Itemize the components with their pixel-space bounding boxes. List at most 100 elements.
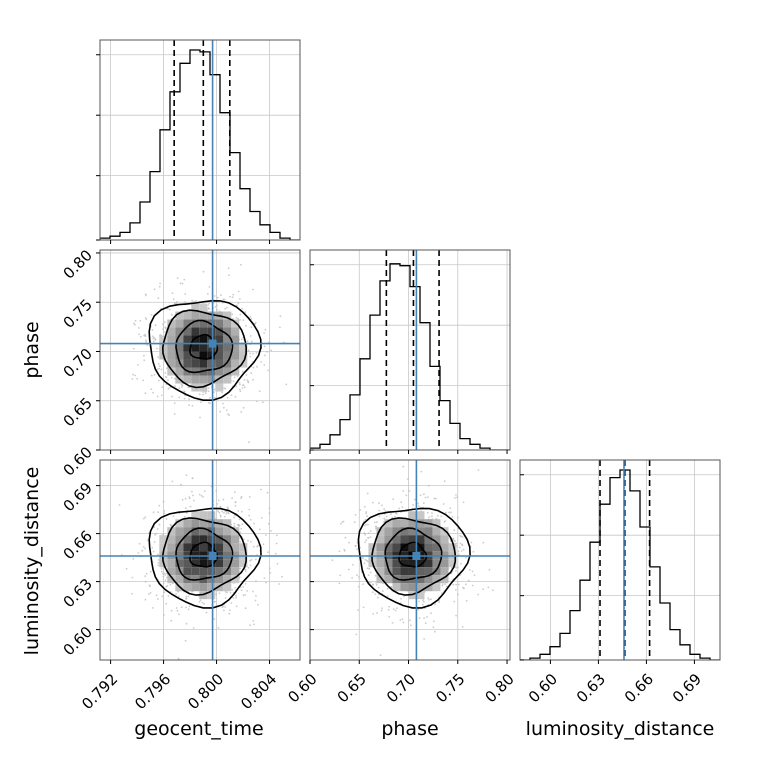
scatter-point bbox=[285, 383, 288, 386]
scatter-point bbox=[167, 595, 170, 597]
density-cell bbox=[400, 583, 409, 592]
density-cell bbox=[239, 359, 248, 368]
scatter-point bbox=[136, 377, 139, 380]
scatter-point bbox=[465, 556, 467, 559]
scatter-point bbox=[218, 592, 221, 595]
scatter-point bbox=[232, 596, 235, 599]
density-cell bbox=[392, 567, 401, 576]
scatter-point bbox=[143, 359, 146, 362]
scatter-point bbox=[487, 586, 490, 589]
scatter-point bbox=[263, 577, 266, 579]
scatter-point bbox=[395, 512, 398, 515]
scatter-point bbox=[189, 505, 192, 508]
scatter-point bbox=[434, 630, 436, 633]
scatter-point bbox=[262, 401, 264, 404]
scatter-point bbox=[372, 583, 375, 586]
xlabel-luminosity-distance: luminosity_distance bbox=[526, 718, 715, 740]
density-cell bbox=[199, 519, 208, 528]
scatter-point bbox=[238, 382, 241, 384]
scatter-point bbox=[381, 607, 383, 610]
scatter-point bbox=[424, 496, 427, 499]
density-cell bbox=[167, 527, 176, 536]
scatter-point bbox=[455, 614, 457, 617]
scatter-point bbox=[369, 530, 372, 532]
scatter-point bbox=[177, 657, 180, 660]
density-cell bbox=[183, 335, 192, 344]
density-cell bbox=[215, 383, 224, 392]
scatter-point bbox=[228, 612, 231, 615]
scatter-point bbox=[242, 319, 245, 321]
density-cell bbox=[183, 375, 192, 384]
scatter-point bbox=[207, 304, 210, 306]
scatter-point bbox=[209, 396, 211, 399]
scatter-point bbox=[430, 598, 432, 601]
density-cell bbox=[207, 327, 216, 336]
scatter-point bbox=[419, 494, 422, 497]
scatter-point bbox=[163, 572, 166, 575]
density-cell bbox=[416, 583, 425, 592]
scatter-point bbox=[172, 515, 175, 518]
density-cell bbox=[223, 543, 232, 552]
density-cell bbox=[207, 575, 216, 584]
density-cell bbox=[231, 567, 240, 576]
density-cell bbox=[191, 343, 200, 352]
scatter-point bbox=[206, 293, 209, 295]
density-cell bbox=[215, 583, 224, 592]
scatter-point bbox=[248, 496, 251, 498]
scatter-point bbox=[156, 368, 159, 371]
scatter-point bbox=[386, 587, 389, 590]
scatter-point bbox=[364, 541, 366, 544]
scatter-point bbox=[184, 293, 187, 295]
scatter-point bbox=[156, 528, 159, 530]
scatter-point bbox=[247, 566, 250, 569]
scatter-point bbox=[233, 491, 236, 493]
density-cell bbox=[440, 535, 449, 544]
scatter-point bbox=[239, 531, 242, 534]
scatter-point bbox=[247, 380, 250, 383]
scatter-point bbox=[365, 523, 367, 526]
scatter-point bbox=[191, 299, 194, 302]
density-cell bbox=[432, 535, 441, 544]
truth-marker bbox=[208, 339, 217, 348]
scatter-point bbox=[224, 307, 227, 310]
scatter-point bbox=[162, 326, 165, 328]
density-cell bbox=[376, 575, 385, 584]
scatter-point bbox=[118, 504, 121, 506]
scatter-point bbox=[164, 372, 167, 374]
scatter-point bbox=[433, 497, 436, 500]
density-cell bbox=[207, 567, 216, 576]
scatter-point bbox=[241, 510, 243, 513]
scatter-point bbox=[417, 502, 420, 505]
scatter-point bbox=[472, 550, 475, 553]
scatter-point bbox=[426, 511, 429, 514]
scatter-point bbox=[276, 562, 279, 565]
scatter-point bbox=[152, 335, 154, 338]
ylabel-phase: phase bbox=[21, 321, 43, 378]
scatter-point bbox=[154, 324, 157, 327]
scatter-point bbox=[144, 335, 147, 338]
density-cell bbox=[239, 543, 248, 552]
scatter-point bbox=[227, 511, 230, 514]
scatter-point bbox=[234, 395, 237, 398]
density-cell bbox=[183, 583, 192, 592]
scatter-point bbox=[219, 410, 222, 413]
density-cell bbox=[384, 559, 393, 568]
scatter-point bbox=[237, 510, 240, 512]
scatter-point bbox=[279, 326, 281, 329]
scatter-point bbox=[250, 540, 252, 543]
scatter-point bbox=[347, 568, 350, 571]
scatter-point bbox=[172, 298, 175, 300]
scatter-point bbox=[229, 295, 232, 298]
density-cell bbox=[191, 311, 200, 320]
scatter-point bbox=[163, 614, 165, 616]
scatter-point bbox=[188, 398, 191, 401]
scatter-point bbox=[420, 470, 423, 473]
scatter-point bbox=[408, 490, 411, 492]
scatter-point bbox=[159, 282, 162, 285]
scatter-point bbox=[213, 295, 216, 297]
scatter-point bbox=[185, 512, 188, 514]
scatter-point bbox=[367, 574, 370, 576]
density-cell bbox=[167, 351, 176, 360]
density-cell bbox=[384, 535, 393, 544]
scatter-point bbox=[348, 541, 350, 544]
